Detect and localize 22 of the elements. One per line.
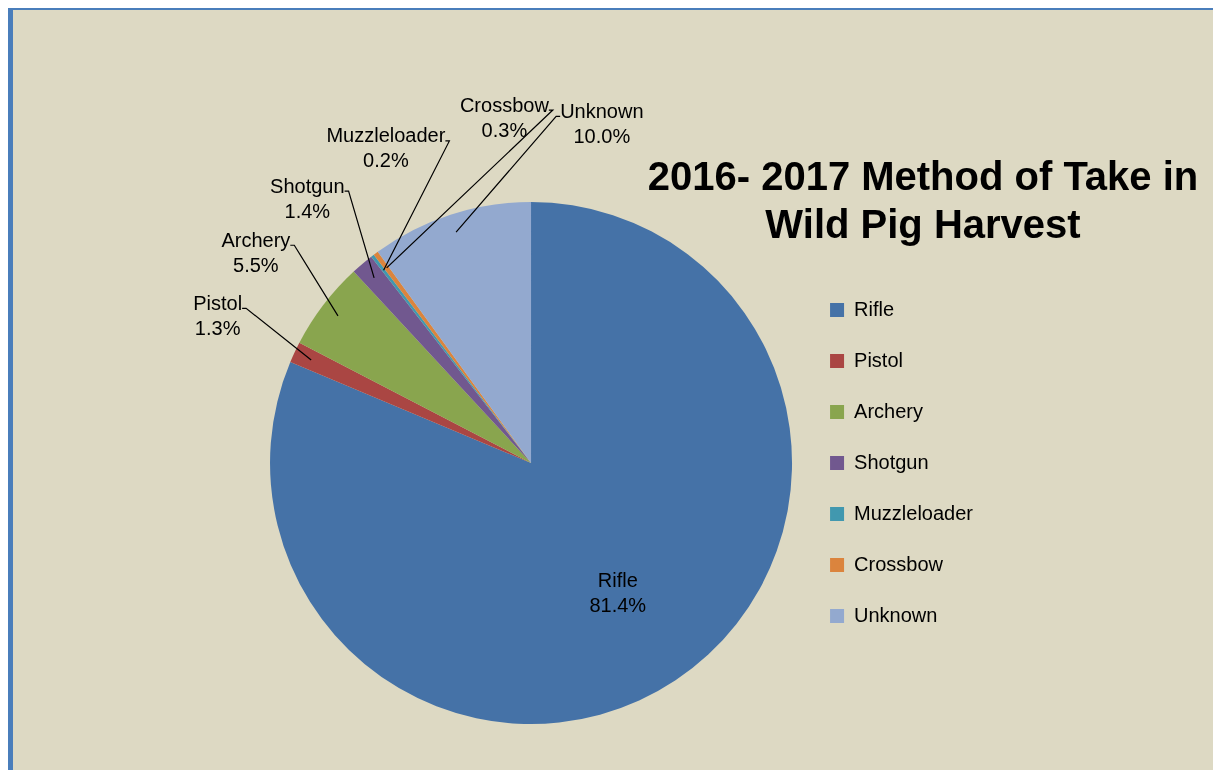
legend-label: Archery [854,399,923,422]
slice-label: Unknown [560,99,644,122]
legend-label: Pistol [854,348,903,371]
slice-label: Muzzleloader [326,124,446,147]
legend-label: Crossbow [854,552,944,575]
data-label: 81.4% [589,593,647,616]
legend-label: Unknown [854,603,938,626]
data-label: 0.3% [481,118,528,141]
slice-label: Pistol [193,291,243,314]
slice-label: Rifle [597,568,638,591]
legend-label: Shotgun [854,450,929,473]
legend-label: Rifle [854,297,895,320]
legend-label: Muzzleloader [854,501,974,524]
data-label: 1.3% [194,316,241,339]
slice-label: Shotgun [270,174,345,197]
slice-label: Crossbow [459,93,550,116]
data-label: 0.2% [363,149,409,172]
slice-label: Archery [221,228,291,251]
data-label: 5.5% [233,253,279,276]
data-label: 10.0% [573,124,631,147]
data-label: 1.4% [284,199,331,222]
text: 2016- 2017 Method of Take in Wild Pig Harvest [646,153,1200,248]
